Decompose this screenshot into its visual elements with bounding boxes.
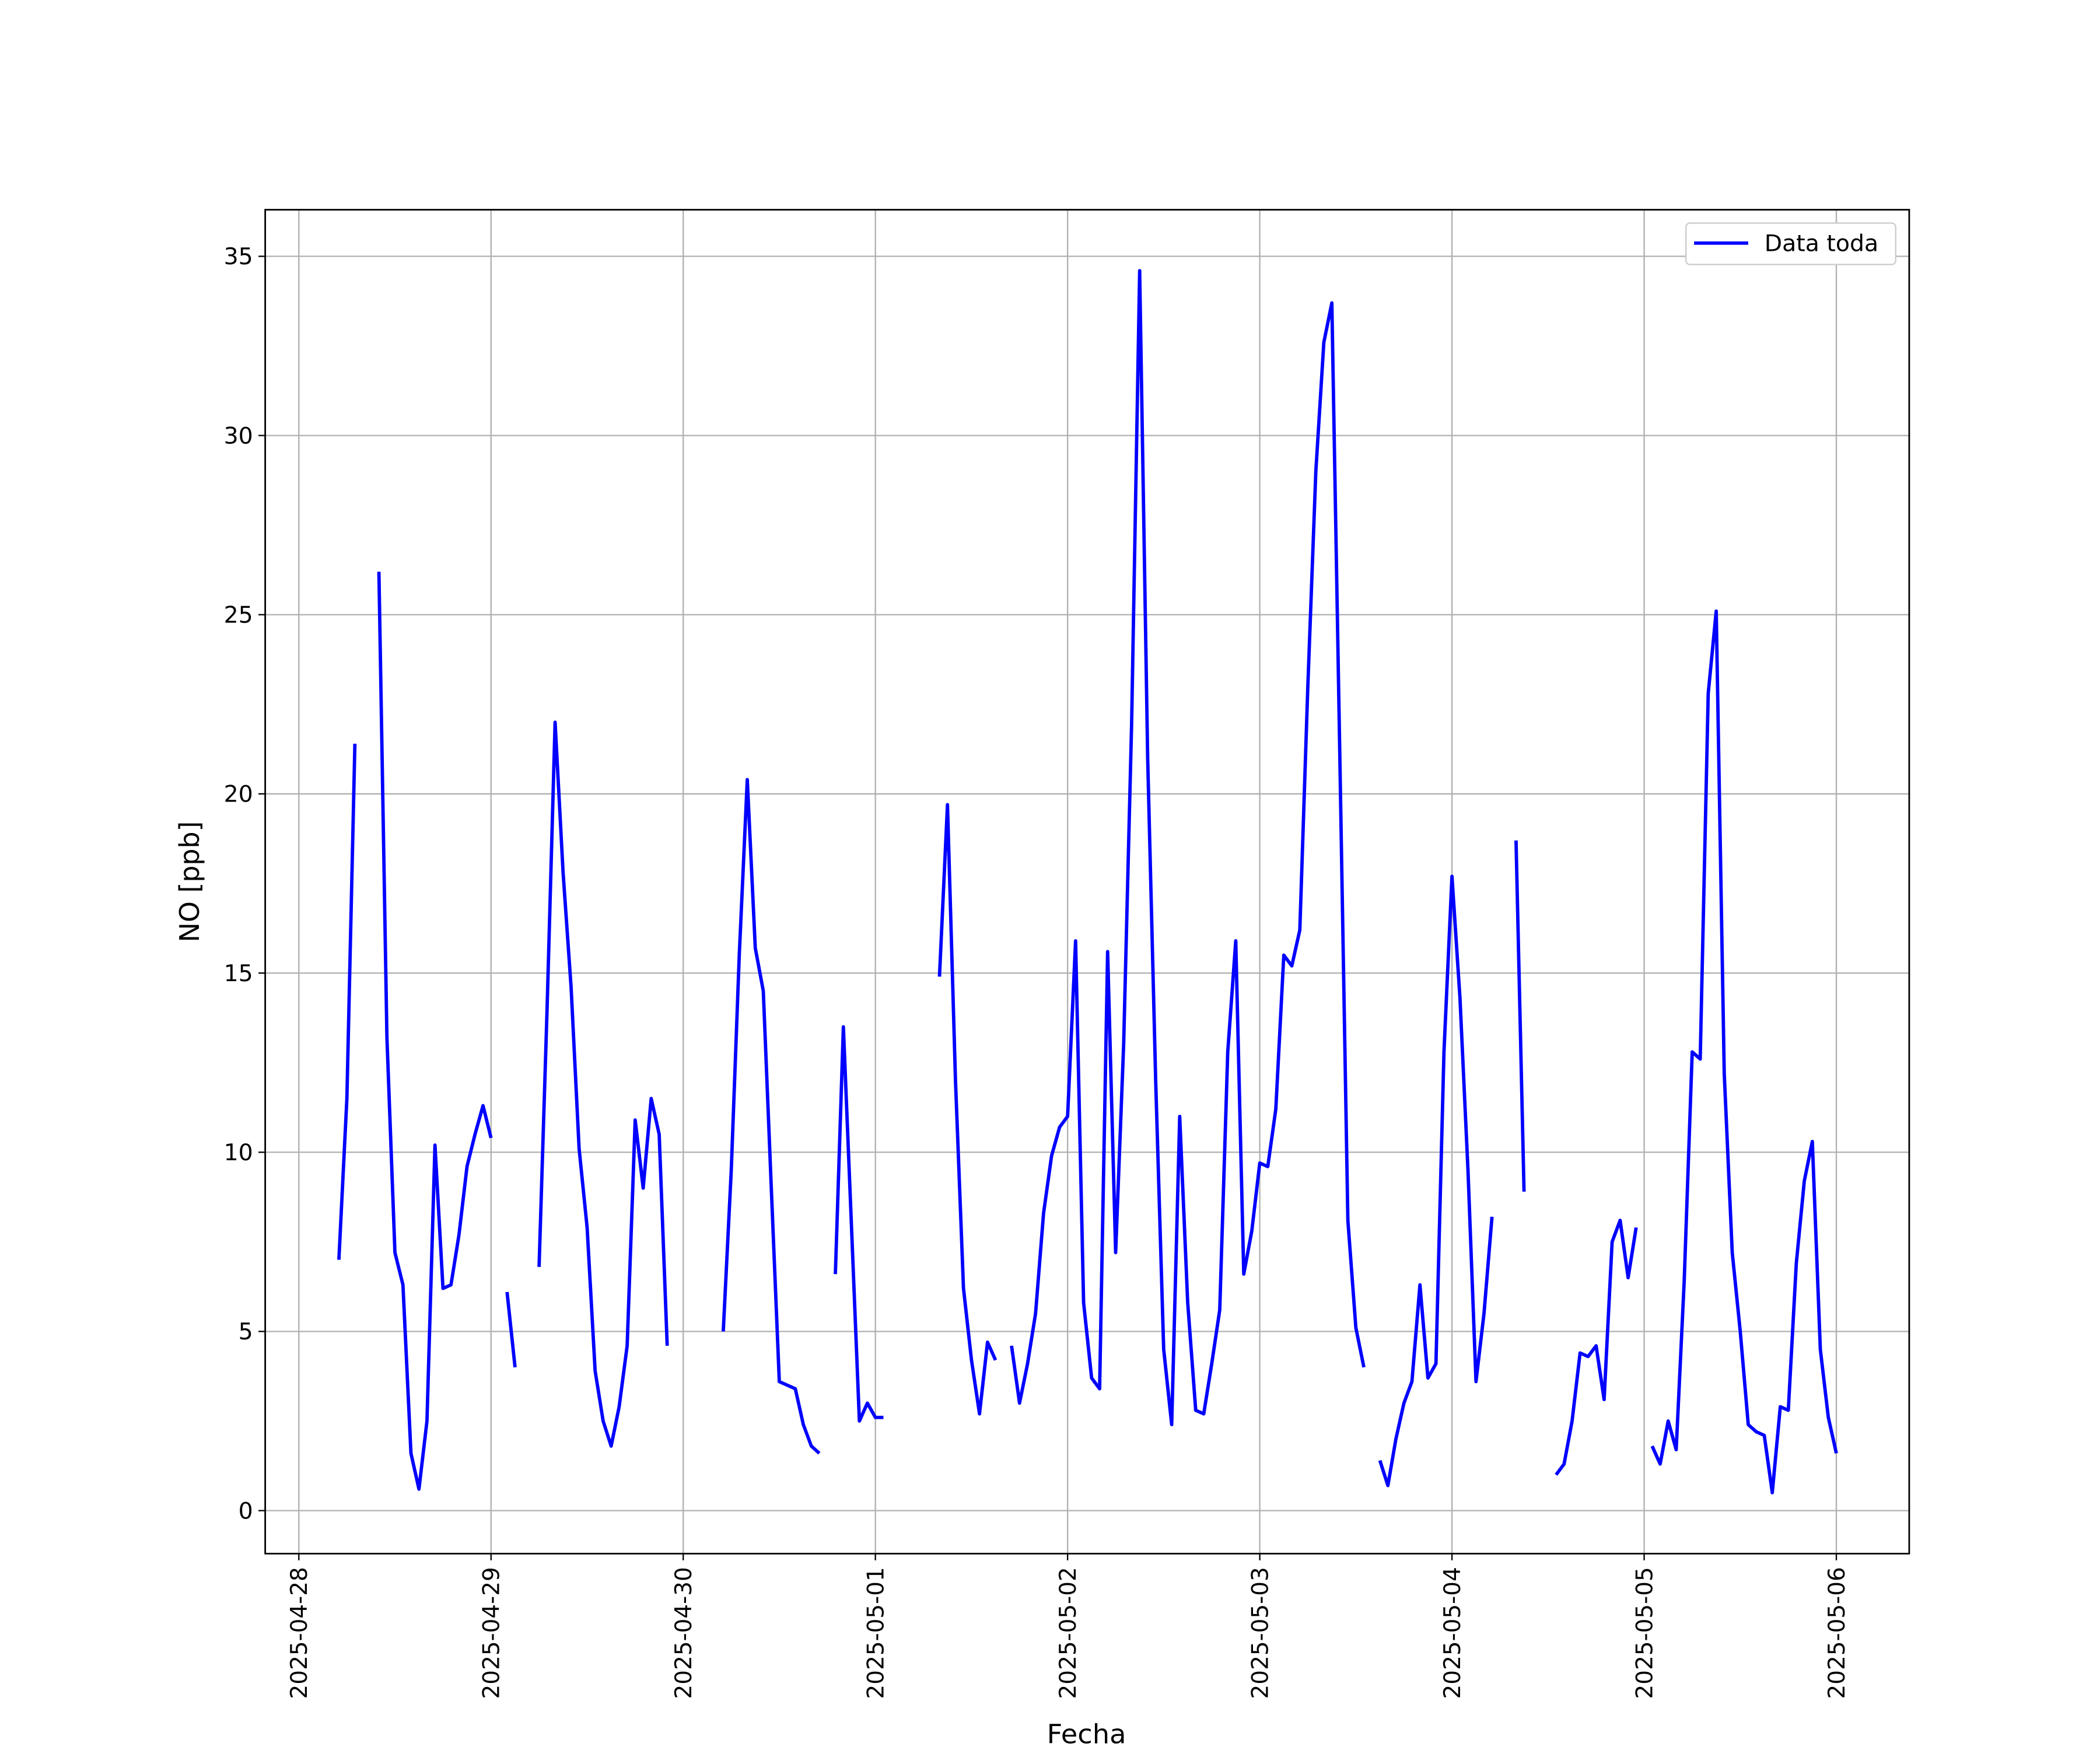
y-tick-label: 0 xyxy=(239,1499,253,1525)
legend-label: Data toda xyxy=(1765,231,1878,257)
x-tick-label: 2025-05-06 xyxy=(1824,1567,1850,1699)
y-tick-label: 5 xyxy=(239,1319,253,1345)
y-tick-label: 25 xyxy=(224,603,253,629)
y-tick-label: 15 xyxy=(224,961,253,987)
x-axis-label: Fecha xyxy=(1047,1718,1126,1750)
x-tick-label: 2025-05-03 xyxy=(1247,1567,1273,1699)
x-tick-label: 2025-05-01 xyxy=(863,1567,889,1699)
plot-frame xyxy=(264,209,1910,1555)
data-line xyxy=(337,269,1838,1494)
x-tick-label: 2025-04-30 xyxy=(671,1567,697,1699)
y-tick-label: 35 xyxy=(224,244,253,270)
y-tick-label: 30 xyxy=(224,424,253,450)
x-tick-label: 2025-04-29 xyxy=(478,1567,505,1699)
x-tick-label: 2025-05-05 xyxy=(1632,1567,1658,1699)
y-tick-label: 10 xyxy=(224,1140,253,1166)
x-tick-label: 2025-05-04 xyxy=(1440,1567,1466,1699)
x-tick-label: 2025-04-28 xyxy=(286,1567,313,1699)
y-tick-label: 20 xyxy=(224,782,253,808)
x-tick-label: 2025-05-02 xyxy=(1055,1567,1082,1699)
y-axis-label: NO [ppb] xyxy=(174,821,205,943)
legend-box xyxy=(1685,222,1896,265)
